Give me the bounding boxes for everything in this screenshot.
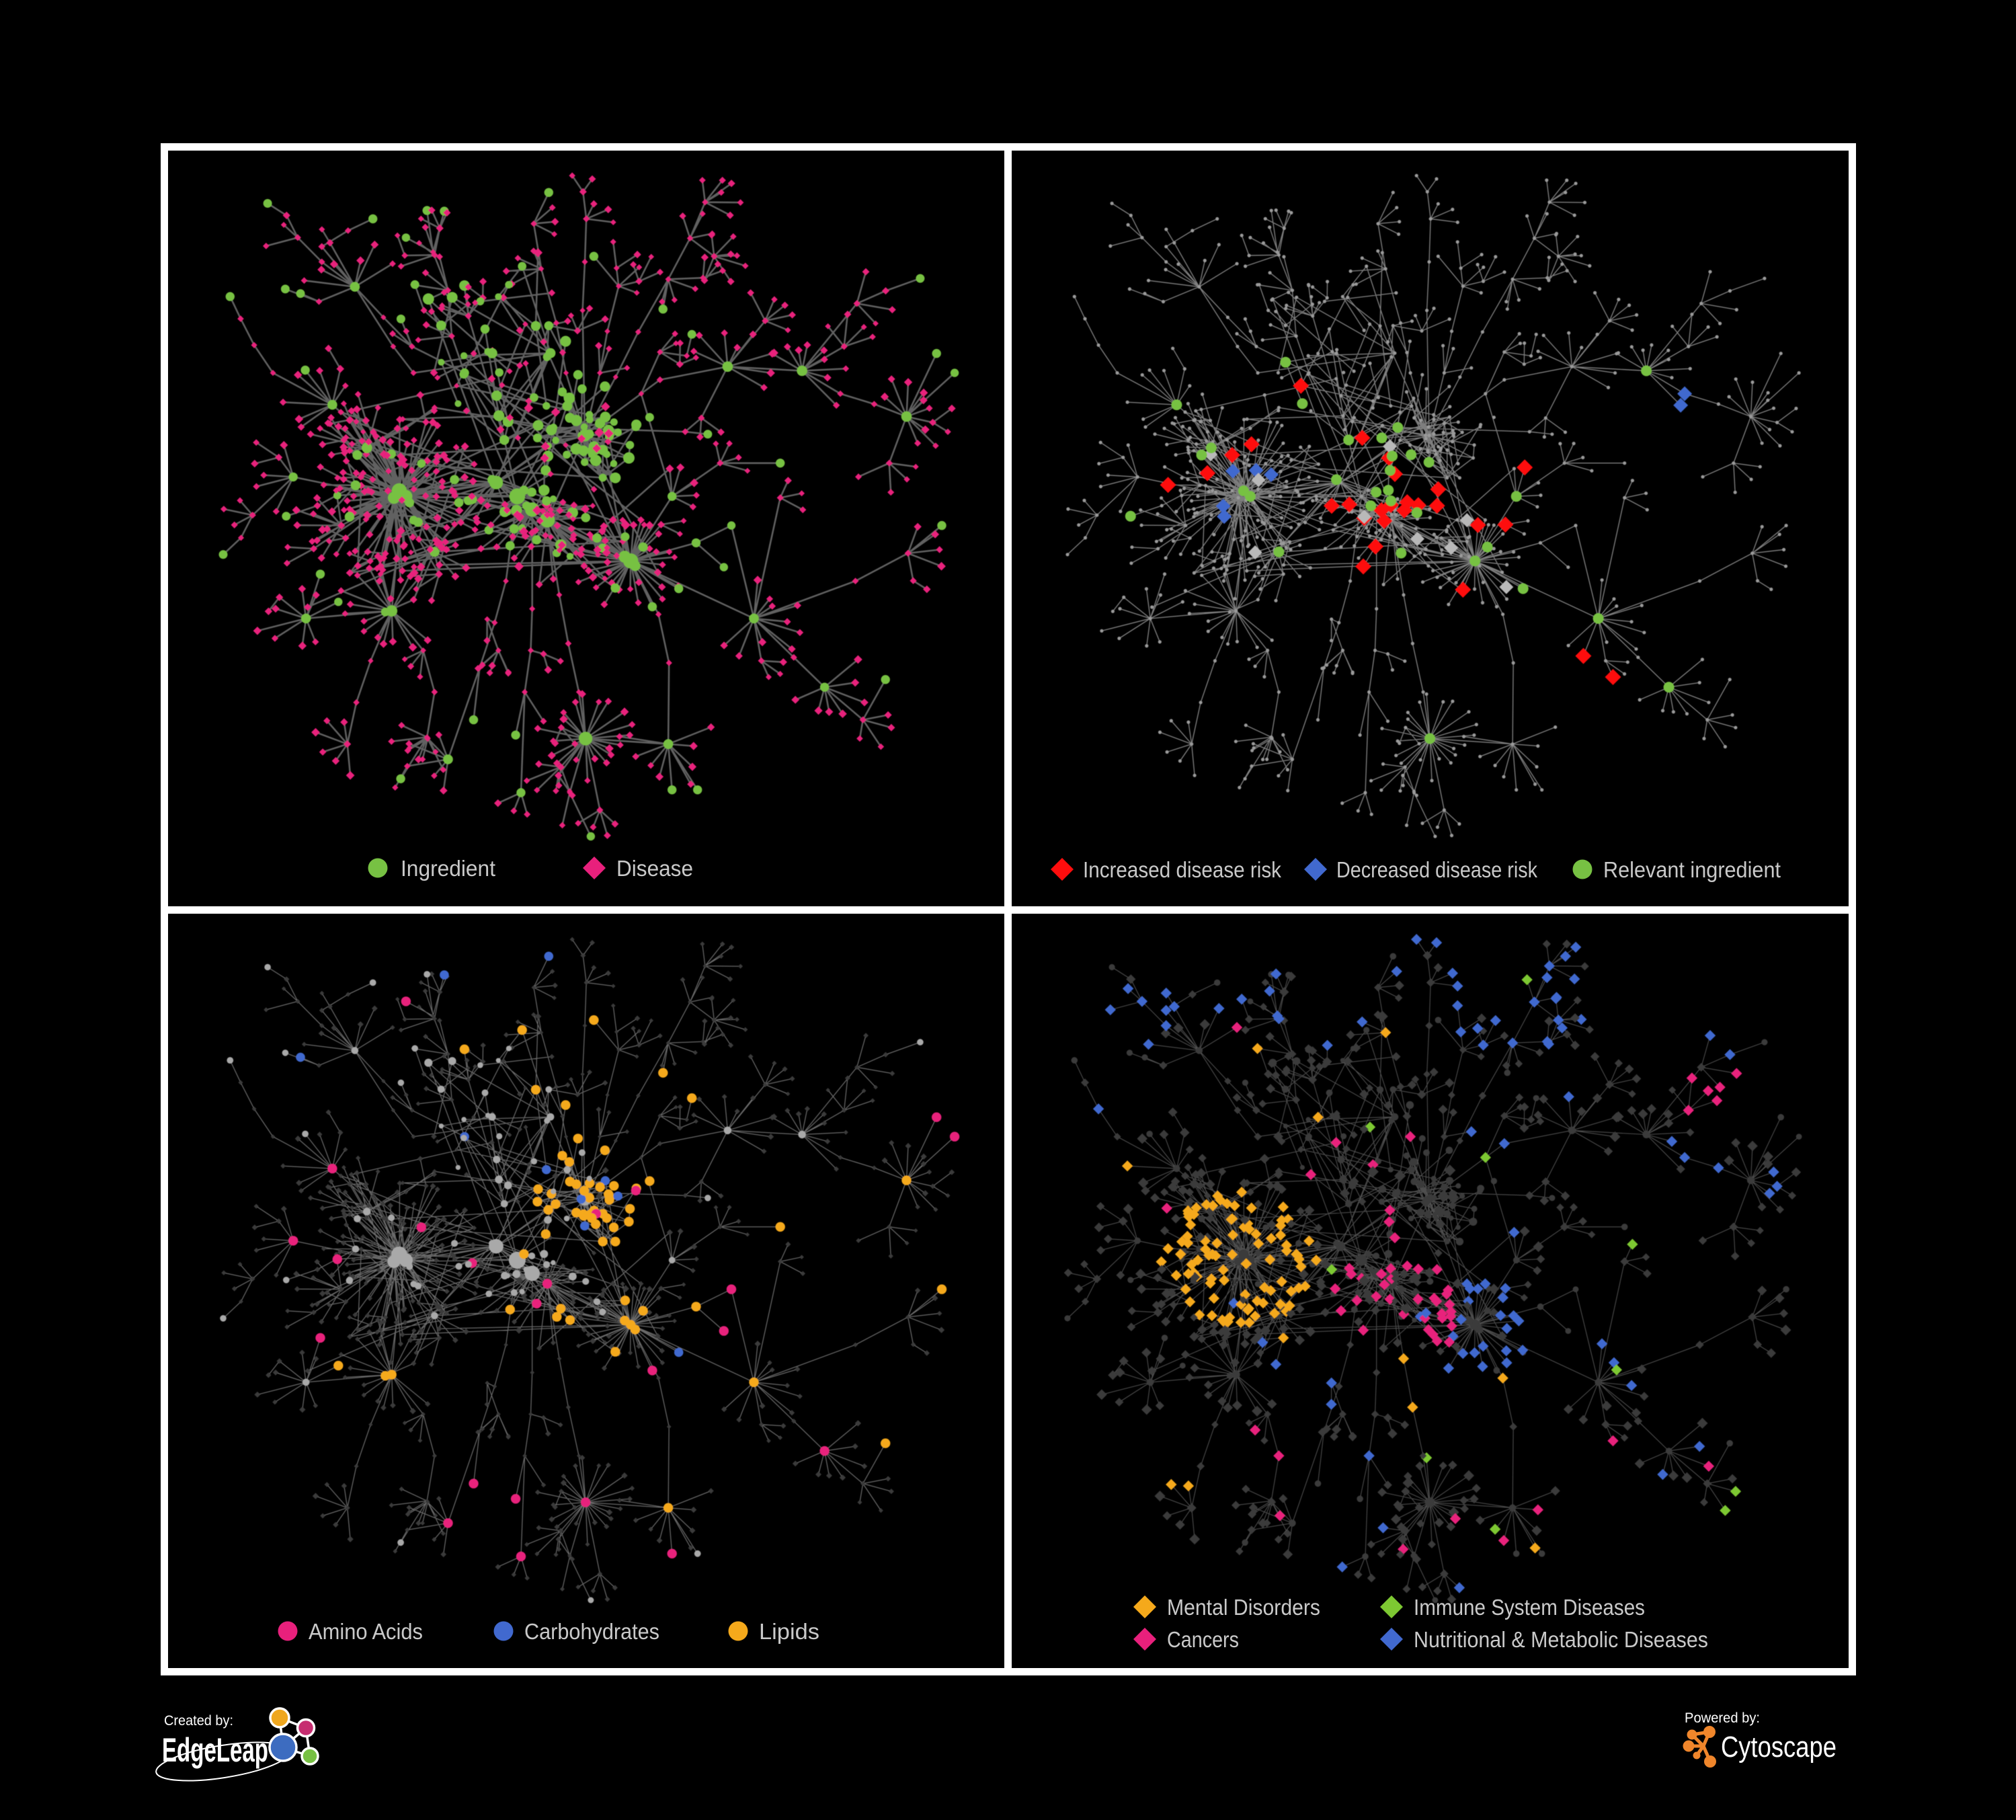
svg-text:Disease: Disease [616,856,693,881]
svg-text:Cytoscape: Cytoscape [1721,1731,1837,1764]
svg-text:Lipids: Lipids [759,1619,819,1644]
svg-text:Carbohydrates: Carbohydrates [524,1619,659,1644]
svg-text:Ingredient: Ingredient [401,856,495,881]
svg-text:Relevant ingredient: Relevant ingredient [1603,857,1781,882]
svg-text:Amino Acids: Amino Acids [309,1619,423,1644]
svg-text:Created by:: Created by: [164,1713,233,1729]
svg-text:Mental Disorders: Mental Disorders [1167,1595,1320,1620]
svg-text:Immune System Diseases: Immune System Diseases [1414,1595,1645,1620]
svg-text:Nutritional & Metabolic Diseas: Nutritional & Metabolic Diseases [1414,1627,1708,1652]
svg-text:Increased disease risk: Increased disease risk [1083,857,1281,882]
svg-text:EdgeLeap: EdgeLeap [162,1731,268,1769]
svg-text:Decreased disease risk: Decreased disease risk [1336,857,1537,882]
svg-text:Powered by:: Powered by: [1685,1710,1760,1726]
svg-text:Cancers: Cancers [1167,1627,1239,1652]
